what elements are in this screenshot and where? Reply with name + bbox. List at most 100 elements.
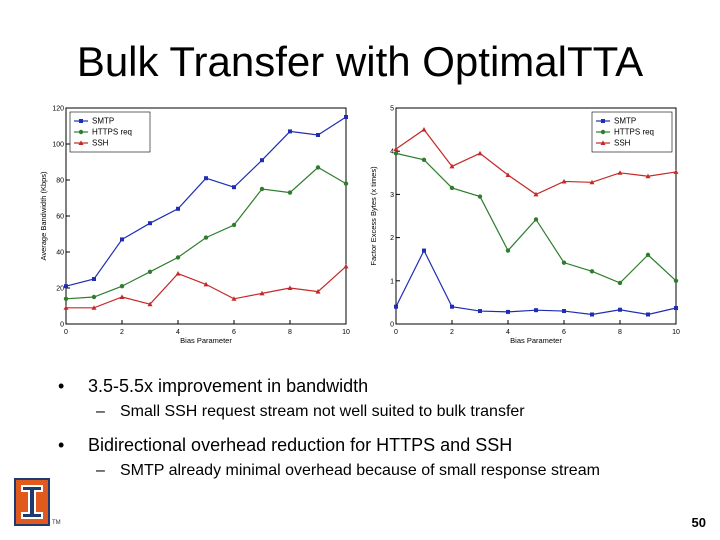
data-point	[646, 312, 650, 317]
data-point	[91, 294, 97, 300]
x-tick-label: 2	[120, 329, 124, 336]
data-point	[421, 127, 427, 132]
data-point	[119, 284, 125, 289]
data-point	[147, 301, 153, 307]
y-tick-label: 4	[390, 149, 394, 156]
slide-title: Bulk Transfer with OptimalTTA	[76, 38, 644, 85]
data-point	[477, 150, 483, 156]
data-point	[120, 237, 124, 242]
legend-label: HTTPS req	[92, 128, 132, 137]
legend-marker	[79, 119, 83, 123]
data-point	[533, 217, 539, 222]
data-point	[673, 169, 679, 174]
data-point	[91, 305, 97, 310]
legend-label: SMTP	[92, 117, 114, 126]
data-point	[674, 306, 678, 311]
data-point	[505, 248, 511, 253]
data-point	[64, 284, 68, 289]
data-point	[148, 221, 152, 226]
y-tick-label: 20	[56, 286, 64, 293]
y-axis-label: Average Bandwidth (Kbps)	[39, 171, 48, 261]
sub-bullet-item: SMTP already minimal overhead because of…	[58, 462, 708, 480]
x-tick-label: 0	[394, 329, 398, 336]
data-point	[617, 170, 623, 175]
x-tick-label: 4	[176, 329, 180, 336]
data-point	[204, 176, 208, 181]
data-point	[203, 281, 209, 287]
data-point	[449, 185, 455, 191]
data-point	[344, 115, 348, 119]
legend-label: SSH	[614, 139, 631, 148]
y-tick-label: 3	[390, 192, 394, 199]
legend-marker	[78, 140, 84, 145]
data-point	[505, 172, 511, 177]
data-point	[450, 304, 454, 309]
y-tick-label: 1	[390, 278, 394, 285]
data-point	[421, 157, 427, 163]
y-tick-label: 0	[60, 322, 64, 329]
data-point	[617, 280, 623, 286]
y-axis-label: Factor Excess Bytes (x times)	[369, 166, 378, 266]
y-tick-label: 80	[56, 178, 64, 185]
data-point	[175, 255, 181, 260]
data-point	[260, 158, 264, 163]
data-point	[506, 309, 510, 314]
data-point	[343, 263, 349, 269]
x-tick-label: 4	[506, 329, 510, 336]
legend-marker	[601, 119, 605, 123]
bullet-list: 3.5-5.5x improvement in bandwidth Small …	[58, 376, 708, 494]
x-tick-label: 6	[562, 329, 566, 336]
data-point	[477, 194, 483, 199]
data-point	[534, 308, 538, 313]
data-point	[232, 185, 236, 190]
data-point	[449, 163, 455, 169]
x-axis-label: Bias Parameter	[180, 336, 232, 345]
data-point	[119, 294, 125, 299]
data-point	[175, 271, 181, 276]
data-point	[618, 307, 622, 312]
data-point	[176, 206, 180, 211]
x-tick-label: 8	[288, 329, 292, 336]
legend-marker	[78, 129, 84, 135]
data-point	[393, 151, 399, 156]
data-point	[533, 191, 539, 197]
data-point	[561, 178, 567, 184]
trademark-mark: TM	[52, 520, 61, 526]
data-point	[589, 179, 595, 185]
series-line	[66, 265, 347, 309]
data-point	[673, 278, 679, 283]
y-tick-label: 5	[390, 106, 394, 113]
data-point	[590, 312, 594, 317]
legend-label: SMTP	[614, 117, 636, 126]
data-point	[343, 181, 349, 186]
excess-bytes-chart: 0 2 4 6 8 10 0 1 2 3 4 5 Bias Parameter Factor Excess…	[369, 106, 680, 346]
data-point	[287, 285, 293, 290]
sub-bullet-item: Small SSH request stream not well suited…	[58, 403, 708, 421]
data-point	[147, 269, 153, 274]
legend-label: SSH	[92, 139, 109, 148]
legend-label: HTTPS req	[614, 128, 654, 137]
x-axis-label: Bias Parameter	[510, 336, 562, 345]
data-point	[92, 277, 96, 281]
y-tick-label: 120	[52, 106, 64, 113]
y-tick-label: 0	[390, 322, 394, 329]
illinois-block-i-logo-icon	[14, 478, 50, 526]
x-tick-label: 2	[450, 329, 454, 336]
y-tick-label: 100	[52, 142, 64, 149]
data-point	[393, 146, 399, 152]
bullet-item: Bidirectional overhead reduction for HTT…	[58, 435, 708, 456]
data-point	[478, 309, 482, 314]
data-point	[259, 186, 265, 192]
data-point	[394, 304, 398, 309]
y-tick-label: 40	[56, 250, 64, 257]
data-point	[315, 165, 321, 170]
legend-marker	[600, 129, 606, 135]
data-point	[645, 173, 651, 179]
data-point	[316, 133, 320, 137]
series-line	[65, 166, 347, 300]
legend-marker	[600, 140, 606, 145]
data-point	[288, 129, 292, 134]
data-point	[561, 260, 567, 265]
data-point	[287, 190, 293, 195]
x-tick-label: 0	[64, 329, 68, 336]
